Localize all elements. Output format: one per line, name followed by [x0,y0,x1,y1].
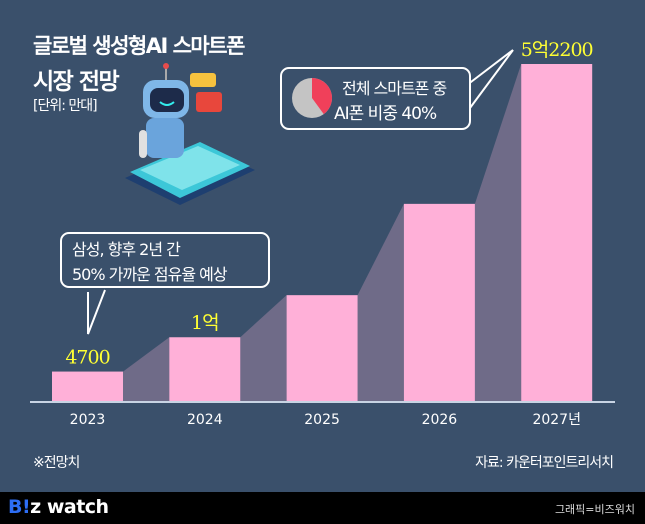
bar-2027년 [521,64,593,402]
connector-2024 [240,295,287,402]
callout-2023-line2: 50% 가까운 점유율 예상 [72,265,228,284]
bar-2024 [169,337,241,402]
bizwatch-logo: B!z watch [8,496,109,518]
callout-2027-line1: 전체 스마트폰 중 [342,79,447,98]
title-line-2: 시장 전망 [33,69,120,95]
connector-2025 [357,203,404,402]
title-line-1: 글로벌 생성형AI 스마트폰 [33,34,245,58]
callout-2027-line2: AI폰 비중 40% [334,104,437,124]
footer: B!z watch 그래픽=비즈워치 [0,492,645,524]
x-tick-label: 2026 [422,412,458,428]
x-tick-label: 2027년 [532,412,581,428]
bar-2025 [286,295,358,402]
unit-label: [단위: 만대] [33,98,98,114]
connector-2026 [474,64,522,402]
pie-slice-ai [312,78,332,115]
source: 자료: 카운터포인트리서치 [475,455,614,471]
callout-2027: 전체 스마트폰 중 AI폰 비중 40% [280,67,471,130]
x-tick-label: 2025 [304,412,340,428]
robot-phone-illustration-icon [125,63,255,205]
data-label: 1억 [191,312,219,334]
bar-2023 [52,371,123,402]
connector-2023 [123,337,170,402]
pie-chart-icon [292,78,332,118]
x-tick-label: 2024 [187,412,223,428]
data-label: 4700 [65,347,109,369]
footnote: ※전망치 [33,455,80,471]
callout-2023: 삼성, 향후 2년 간 50% 가까운 점유율 예상 [60,232,270,288]
data-label: 5억2200 [521,39,593,61]
graphic-credit: 그래픽=비즈워치 [554,503,635,516]
chat-bubble-icon [196,92,222,112]
x-tick-label: 2023 [70,412,106,428]
callout-tail-2027 [466,49,514,113]
bar-2026 [403,203,475,402]
chat-bubble-icon [190,73,216,87]
callout-2023-line1: 삼성, 향후 2년 간 [72,240,181,259]
callout-tail-2023 [87,289,106,335]
